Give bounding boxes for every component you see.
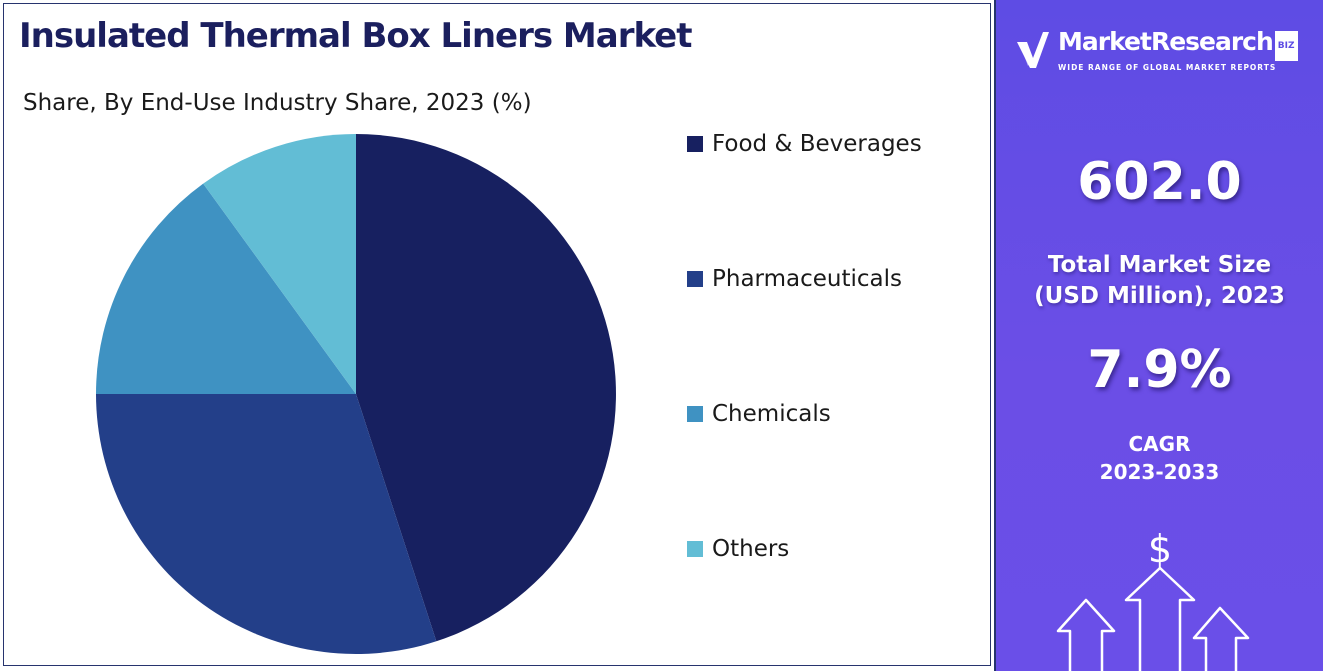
cagr-label-line2: 2023-2033 (1099, 460, 1220, 484)
legend-item: Food & Beverages (687, 131, 922, 157)
cagr-value: 7.9% (1087, 340, 1232, 400)
pie-chart (96, 134, 616, 654)
market-size-label-line2: (USD Million), 2023 (1034, 283, 1285, 309)
legend-swatch (687, 271, 703, 287)
chart-title: Insulated Thermal Box Liners Market (19, 16, 692, 56)
legend-label: Pharmaceuticals (712, 266, 902, 292)
brand-tagline: WIDE RANGE OF GLOBAL MARKET REPORTS (1058, 63, 1277, 72)
center-arrow-shape (1124, 566, 1196, 671)
chart-subtitle: Share, By End-Use Industry Share, 2023 (… (23, 90, 532, 116)
market-size-label: Total Market Size (USD Million), 2023 (996, 250, 1323, 312)
right-arrow-shape (1192, 606, 1250, 671)
legend-label: Food & Beverages (712, 131, 922, 157)
pie-slice-pharmaceuticals (96, 394, 437, 654)
cagr-label: CAGR 2023-2033 (996, 430, 1323, 486)
summary-sidebar: MarketResearch BIZ WIDE RANGE OF GLOBAL M… (994, 0, 1323, 671)
legend-item: Chemicals (687, 401, 831, 427)
pie-slice-chemicals (96, 183, 356, 394)
legend-label: Chemicals (712, 401, 831, 427)
market-size-value: 602.0 (1077, 152, 1242, 212)
market-size-label-line1: Total Market Size (1047, 252, 1272, 278)
chart-panel: Insulated Thermal Box Liners Market Shar… (3, 3, 991, 666)
pie-slice-food-beverages (356, 134, 616, 642)
legend-swatch (687, 136, 703, 152)
legend-item: Others (687, 536, 789, 562)
growth-arrows-icon: $ (1056, 527, 1250, 671)
left-arrow-shape (1056, 598, 1116, 671)
check-v-logo-icon (1017, 32, 1049, 68)
cagr-label-line1: CAGR (1128, 432, 1191, 456)
brand-name: MarketResearch BIZ (1058, 28, 1298, 61)
legend-swatch (687, 541, 703, 557)
brand-logo[interactable]: MarketResearch BIZ WIDE RANGE OF GLOBAL M… (1014, 28, 1298, 72)
dollar-symbol: $ (1148, 527, 1172, 571)
legend-swatch (687, 406, 703, 422)
legend-item: Pharmaceuticals (687, 266, 902, 292)
brand-badge: BIZ (1274, 31, 1298, 61)
pie-slice-others (203, 134, 356, 394)
legend-label: Others (712, 536, 790, 562)
